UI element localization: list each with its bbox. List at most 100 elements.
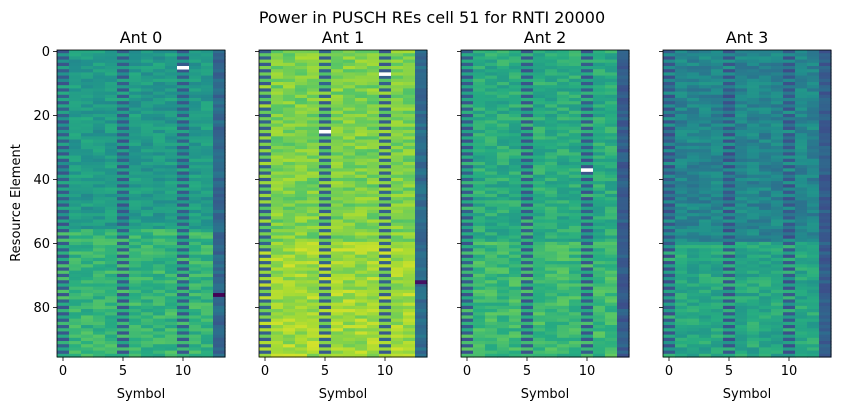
heatmap-cell: [711, 158, 724, 163]
heatmap-cell: [355, 59, 368, 64]
heatmap-cell: [307, 206, 320, 211]
heatmap-cell: [319, 232, 332, 237]
heatmap-cell: [283, 251, 296, 256]
heatmap-cell: [593, 353, 606, 358]
heatmap-cell: [295, 257, 308, 262]
heatmap-cell: [533, 219, 546, 224]
heatmap-cell: [189, 350, 202, 355]
heatmap-cell: [165, 50, 178, 54]
heatmap-cell: [509, 273, 522, 278]
heatmap-cell: [379, 129, 392, 134]
heatmap-cell: [93, 145, 106, 150]
heatmap-cell: [319, 139, 332, 144]
heatmap-cell: [675, 78, 688, 83]
heatmap-cell: [319, 56, 332, 61]
heatmap-cell: [461, 286, 474, 291]
heatmap-cell: [461, 331, 474, 336]
heatmap-cell: [557, 344, 570, 349]
heatmap-cell: [307, 139, 320, 144]
heatmap-cell: [93, 174, 106, 179]
heatmap-cell: [141, 72, 154, 77]
heatmap-cell: [663, 235, 676, 240]
heatmap-cell: [201, 293, 214, 297]
heatmap-cell: [557, 309, 570, 313]
heatmap-cell: [129, 91, 142, 96]
heatmap-cell: [117, 293, 130, 297]
heatmap-cell: [57, 267, 70, 272]
heatmap-cell: [391, 257, 404, 262]
heatmap-cell: [177, 56, 190, 61]
heatmap-cell: [509, 197, 522, 201]
heatmap-cell: [391, 193, 404, 198]
heatmap-cell: [521, 270, 534, 275]
heatmap-cell: [105, 190, 118, 195]
heatmap-cell: [581, 155, 594, 160]
heatmap-cell: [355, 152, 368, 157]
heatmap-cell: [307, 177, 320, 182]
heatmap-cell: [189, 123, 202, 128]
heatmap-cell: [391, 305, 404, 310]
heatmap-cell: [403, 325, 416, 329]
heatmap-cell: [521, 257, 534, 262]
heatmap-cell: [271, 232, 284, 237]
heatmap-cell: [569, 171, 582, 176]
heatmap-cell: [283, 325, 296, 329]
heatmap-cell: [295, 225, 308, 230]
heatmap-cell: [177, 283, 190, 288]
heatmap-cell: [331, 97, 344, 102]
heatmap-cell: [735, 168, 748, 173]
heatmap-cell: [189, 75, 202, 80]
heatmap-cell: [581, 283, 594, 288]
heatmap-cell: [521, 104, 534, 109]
heatmap-cell: [461, 174, 474, 179]
heatmap-cell: [105, 200, 118, 205]
heatmap-cell: [675, 331, 688, 336]
heatmap-cell: [473, 113, 486, 118]
heatmap-cell: [461, 341, 474, 345]
heatmap-cell: [663, 225, 676, 230]
heatmap-cell: [747, 216, 760, 221]
heatmap-cell: [367, 264, 380, 269]
heatmap-cell: [461, 280, 474, 285]
heatmap-cell: [331, 350, 344, 355]
heatmap-cell: [759, 101, 772, 105]
heatmap-cell: [687, 229, 700, 233]
heatmap-cell: [201, 94, 214, 99]
heatmap-cell: [723, 94, 736, 99]
heatmap-cell: [367, 273, 380, 278]
heatmap-cell: [69, 133, 82, 137]
heatmap-cell: [379, 238, 392, 243]
heatmap-cell: [545, 321, 558, 326]
heatmap-cell: [331, 331, 344, 336]
heatmap-cell: [521, 280, 534, 285]
heatmap-cell: [271, 273, 284, 278]
heatmap-cell: [307, 254, 320, 259]
heatmap-cell: [723, 168, 736, 173]
heatmap-cell: [259, 184, 272, 189]
heatmap-cell: [307, 229, 320, 233]
heatmap-cell: [271, 251, 284, 256]
heatmap-cell: [69, 238, 82, 243]
heatmap-cell: [711, 312, 724, 317]
heatmap-cell: [593, 331, 606, 336]
heatmap-cell: [461, 145, 474, 150]
heatmap-cell: [747, 181, 760, 185]
heatmap-cell: [711, 331, 724, 336]
heatmap-cell: [141, 280, 154, 285]
heatmap-cell: [581, 139, 594, 144]
heatmap-cell: [617, 315, 630, 320]
heatmap-cell: [509, 126, 522, 131]
heatmap-cell: [675, 273, 688, 278]
heatmap-cell: [533, 222, 546, 227]
heatmap-cell: [699, 161, 712, 166]
heatmap-cell: [403, 315, 416, 320]
heatmap-cell: [141, 133, 154, 137]
heatmap-cell: [663, 136, 676, 141]
heatmap-cell: [759, 56, 772, 61]
heatmap-cell: [747, 174, 760, 179]
heatmap-cell: [189, 110, 202, 115]
heatmap-cell: [557, 289, 570, 294]
heatmap-cell: [259, 312, 272, 317]
heatmap-cell: [379, 203, 392, 208]
heatmap-cell: [307, 283, 320, 288]
